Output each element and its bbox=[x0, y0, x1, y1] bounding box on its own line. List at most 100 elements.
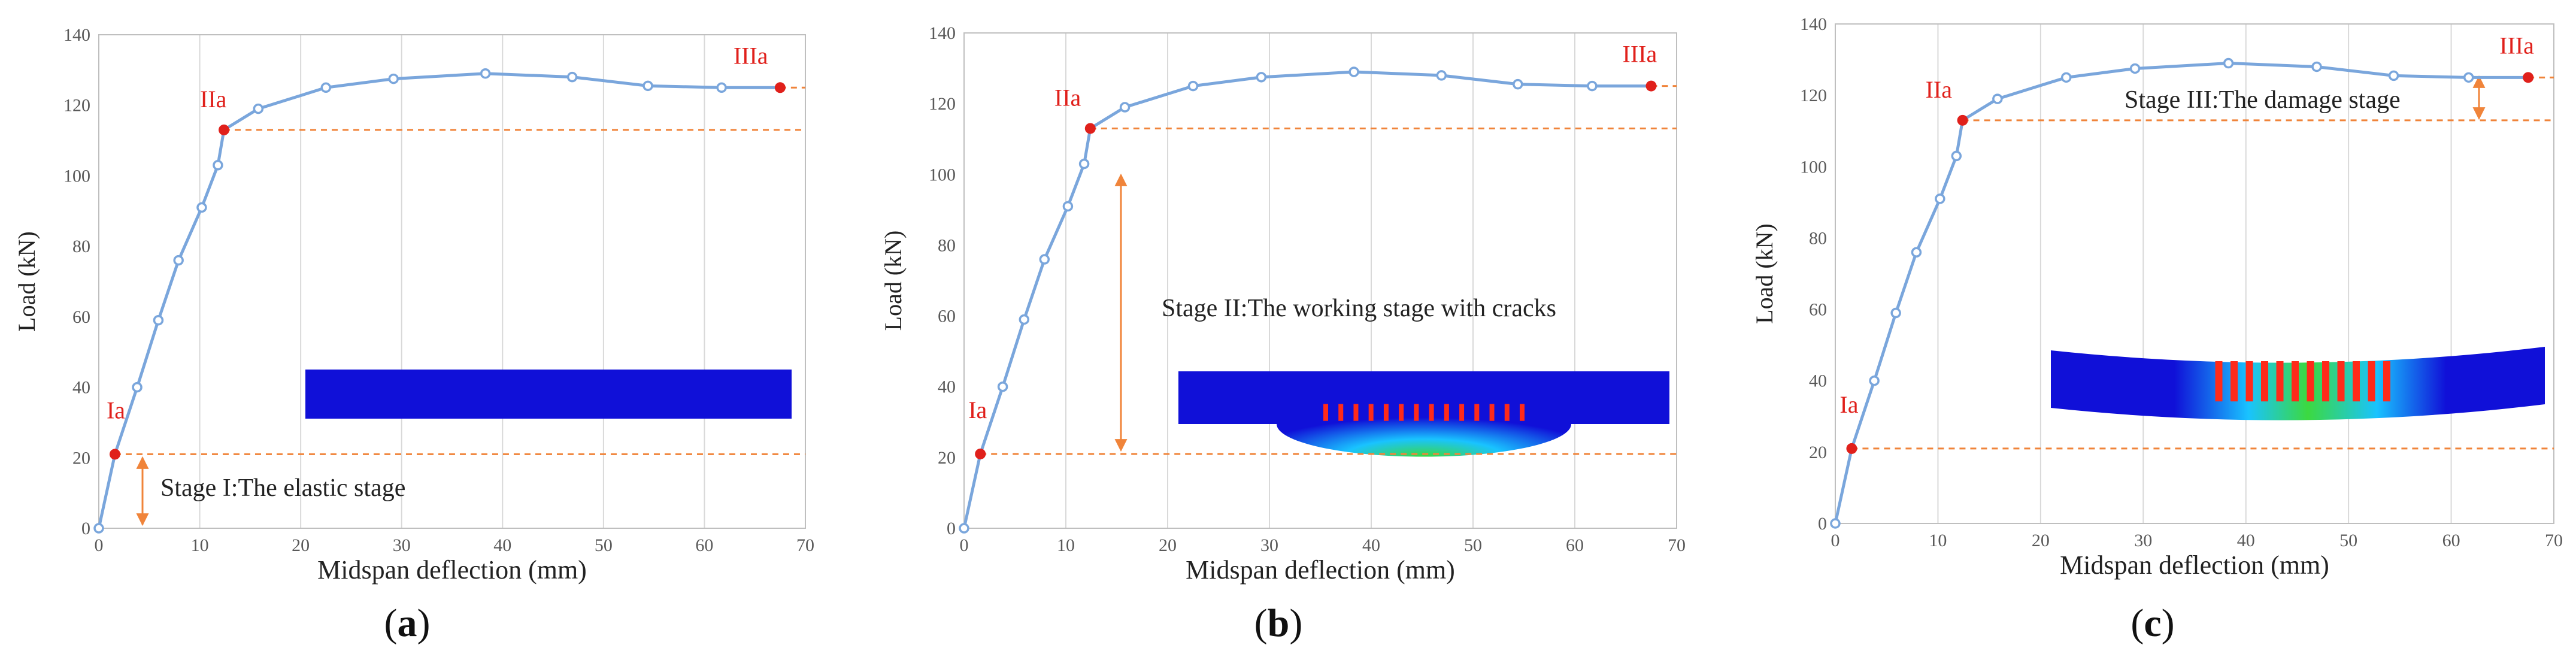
data-point bbox=[1992, 93, 2003, 104]
caption-letter: c bbox=[2144, 601, 2161, 645]
y-tick-label: 80 bbox=[72, 237, 90, 256]
panel-caption: (a) bbox=[384, 601, 431, 645]
key-point-label: IIIa bbox=[2499, 32, 2534, 59]
data-point bbox=[2388, 70, 2399, 81]
data-point bbox=[132, 382, 143, 393]
data-point bbox=[716, 82, 727, 93]
y-tick-label: 0 bbox=[947, 519, 956, 538]
key-point-label: Ia bbox=[968, 396, 987, 423]
y-tick-label: 100 bbox=[63, 166, 90, 186]
data-point bbox=[93, 523, 104, 534]
data-point bbox=[213, 160, 223, 171]
data-point bbox=[2223, 57, 2234, 69]
caption-close: ) bbox=[417, 601, 431, 645]
data-point bbox=[1587, 80, 1598, 92]
x-tick-label: 70 bbox=[1668, 535, 1686, 555]
beam-crack bbox=[2292, 361, 2299, 402]
data-point bbox=[1911, 247, 1922, 258]
plot-area bbox=[1835, 23, 2554, 524]
x-tick-label: 30 bbox=[393, 535, 411, 555]
data-point bbox=[1513, 78, 1523, 90]
data-point bbox=[566, 71, 578, 83]
caption-open: ( bbox=[384, 601, 398, 645]
beam-crack bbox=[2245, 361, 2253, 402]
beam-crack bbox=[2353, 361, 2360, 402]
y-tick-label: 100 bbox=[1800, 157, 1827, 177]
y-tick-label: 40 bbox=[938, 377, 956, 397]
beam-crack bbox=[1444, 404, 1449, 421]
x-tick-label: 60 bbox=[695, 535, 713, 555]
data-point bbox=[2060, 72, 2072, 83]
y-tick-label: 120 bbox=[929, 94, 956, 114]
x-axis-title: Midspan deflection (mm) bbox=[317, 555, 587, 585]
beam-crack bbox=[1489, 404, 1495, 421]
key-point bbox=[219, 124, 230, 135]
beam-crack bbox=[1459, 404, 1465, 421]
stage-annotation: Stage II:The working stage with cracks bbox=[1162, 295, 1556, 322]
x-tick-label: 10 bbox=[191, 535, 209, 555]
y-axis-title: Load (kN) bbox=[880, 231, 907, 331]
caption-open: ( bbox=[1254, 601, 1268, 645]
beam-crack bbox=[1504, 404, 1510, 421]
x-tick-label: 50 bbox=[595, 535, 613, 555]
x-tick-label: 10 bbox=[1057, 535, 1075, 555]
beam-crack bbox=[1338, 404, 1344, 421]
key-point bbox=[975, 448, 986, 459]
y-tick-label: 60 bbox=[938, 307, 956, 326]
beam-crack bbox=[2261, 361, 2268, 402]
data-point bbox=[1256, 72, 1267, 83]
x-tick-label: 20 bbox=[292, 535, 310, 555]
data-point bbox=[196, 202, 207, 213]
data-point bbox=[1436, 70, 1447, 81]
data-point bbox=[1348, 66, 1359, 77]
y-tick-label: 20 bbox=[938, 448, 956, 468]
key-point-label: Ia bbox=[107, 396, 125, 423]
key-point bbox=[1645, 80, 1657, 92]
y-tick-label: 20 bbox=[72, 448, 90, 468]
y-axis-title: Load (kN) bbox=[13, 231, 40, 332]
data-point bbox=[997, 381, 1008, 392]
key-point-label: IIa bbox=[1054, 84, 1081, 111]
y-tick-label: 120 bbox=[63, 96, 90, 116]
chart-panel-c: 0 10 20 30 40 50 60 70 0 20 40 60 80 100 120 140 Midspan… bbox=[1751, 14, 2563, 645]
beam-model bbox=[305, 370, 792, 419]
x-tick-label: 50 bbox=[2339, 531, 2357, 550]
beam-crack bbox=[1383, 404, 1389, 421]
x-tick-label: 30 bbox=[1260, 535, 1278, 555]
key-point bbox=[109, 449, 120, 460]
key-point-label: IIIa bbox=[734, 42, 768, 69]
stage-annotation: Stage III:The damage stage bbox=[2125, 86, 2401, 114]
plot-area bbox=[98, 34, 806, 529]
y-tick-label: 0 bbox=[1818, 514, 1827, 534]
beam-crack bbox=[1474, 404, 1480, 421]
key-point bbox=[2523, 72, 2534, 83]
data-point bbox=[1951, 150, 1962, 162]
beam-crack bbox=[1520, 404, 1525, 421]
beam-crack bbox=[2368, 361, 2375, 402]
chart-panel-b: 0 10 20 30 40 50 60 70 0 20 40 60 80 100 120 140 Midspan… bbox=[880, 23, 1686, 645]
data-point bbox=[1062, 201, 1074, 212]
x-tick-label: 70 bbox=[2545, 531, 2563, 550]
x-tick-label: 60 bbox=[1566, 535, 1584, 555]
data-point bbox=[1890, 307, 1901, 319]
data-point bbox=[1935, 193, 1945, 204]
data-point bbox=[1019, 314, 1030, 325]
beam-crack bbox=[2337, 361, 2345, 402]
data-point bbox=[2311, 61, 2322, 72]
beam-crack bbox=[1353, 404, 1359, 421]
key-point bbox=[1957, 114, 1968, 126]
data-point bbox=[253, 103, 264, 114]
data-point bbox=[153, 314, 164, 326]
data-point bbox=[1039, 254, 1050, 265]
y-tick-label: 100 bbox=[929, 165, 956, 184]
y-tick-label: 20 bbox=[1809, 443, 1827, 462]
beam-crack bbox=[2322, 361, 2329, 402]
y-tick-label: 140 bbox=[1800, 14, 1827, 34]
x-tick-label: 40 bbox=[493, 535, 511, 555]
y-tick-label: 40 bbox=[1809, 371, 1827, 391]
x-tick-label: 0 bbox=[95, 535, 104, 555]
panel-caption: (c) bbox=[2130, 601, 2174, 645]
y-tick-label: 120 bbox=[1800, 86, 1827, 105]
y-axis-title: Load (kN) bbox=[1751, 223, 1778, 324]
x-tick-label: 50 bbox=[1464, 535, 1482, 555]
